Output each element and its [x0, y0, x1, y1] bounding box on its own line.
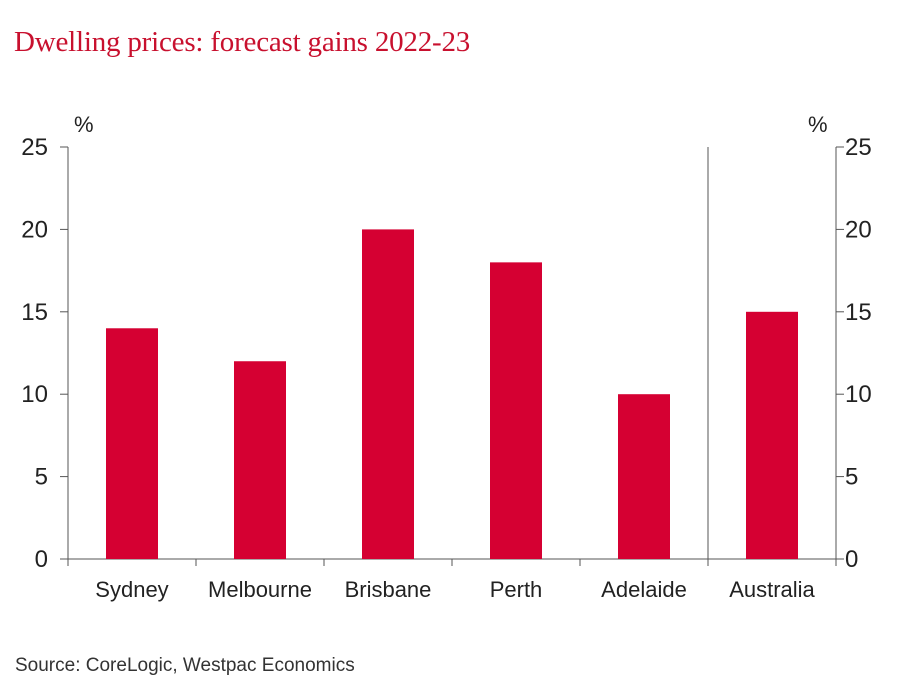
y-tick-label-left: 15 [21, 299, 48, 326]
bar-australia [746, 311, 798, 559]
y-tick-label-right: 10 [845, 381, 872, 408]
x-tick-label: Adelaide [601, 577, 687, 602]
x-tick-label: Brisbane [345, 577, 432, 602]
y-tick-label-left: 10 [21, 381, 48, 408]
x-tick-label: Sydney [95, 577, 168, 602]
y-tick-label-right: 15 [845, 299, 872, 326]
bar-melbourne [234, 361, 286, 559]
source-note: Source: CoreLogic, Westpac Economics [15, 655, 355, 676]
bar-adelaide [618, 394, 670, 559]
y-tick-label-left: 5 [35, 464, 48, 491]
bar-perth [490, 262, 542, 559]
chart-title: Dwelling prices: forecast gains 2022-23 [14, 26, 471, 58]
bar-brisbane [362, 229, 414, 559]
y-tick-label-left: 0 [35, 546, 48, 573]
y-tick-label-left: 25 [21, 134, 48, 161]
bar-sydney [106, 328, 158, 559]
y-tick-label-right: 25 [845, 134, 872, 161]
y-tick-label-left: 20 [21, 216, 48, 243]
y-tick-label-right: 5 [845, 464, 858, 491]
x-tick-label: Australia [729, 577, 815, 602]
y-unit-left: % [74, 112, 94, 137]
y-tick-label-right: 0 [845, 546, 858, 573]
x-tick-label: Melbourne [208, 577, 312, 602]
y-tick-label-right: 20 [845, 216, 872, 243]
x-tick-label: Perth [490, 577, 543, 602]
y-unit-right: % [808, 112, 828, 137]
